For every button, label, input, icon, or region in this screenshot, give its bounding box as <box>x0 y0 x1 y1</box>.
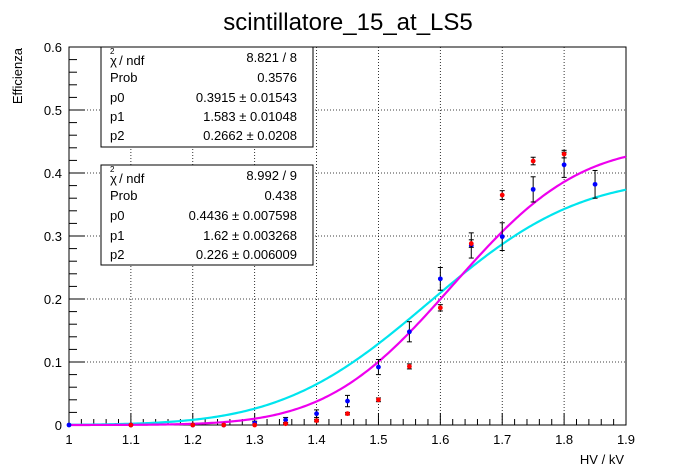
data-point-series-2 <box>468 241 474 246</box>
y-tick-label: 0.5 <box>44 103 62 118</box>
stat-box-1-frame <box>100 46 314 148</box>
data-points <box>66 149 598 428</box>
chi-suffix: / ndf <box>115 53 144 68</box>
stat-box-1-p1-value: 1.583 ± 0.01048 <box>203 109 297 124</box>
y-axis-title: Efficienza <box>10 47 25 104</box>
stat-box-1-prob-value: 0.3576 <box>257 70 297 85</box>
stat-box-1-chi-value: 8.821 / 8 <box>246 50 297 65</box>
stat-box-1-p0-label: p0 <box>110 90 124 105</box>
chi-symbol: χ <box>110 53 117 68</box>
data-point-series-1 <box>592 181 598 187</box>
data-point-series-1 <box>66 422 72 428</box>
x-axis-title: HV / kV <box>580 452 624 467</box>
y-tick-label: 0 <box>55 418 62 433</box>
x-tick-label: 1.2 <box>184 432 202 447</box>
stat-box-2-p0-value: 0.4436 ± 0.007598 <box>189 208 297 223</box>
chi-suffix: / ndf <box>115 171 144 186</box>
data-point-series-1 <box>561 162 567 168</box>
y-tick-label: 0.6 <box>44 40 62 55</box>
data-point-series-2 <box>221 422 227 428</box>
data-point-series-2 <box>314 418 319 423</box>
tick-labels: 1 1.1 1.2 1.3 1.4 1.5 1.6 1.7 1.8 1.9 0 0.1 0.2 0.3 0.… <box>44 40 635 447</box>
x-tick-label: 1.5 <box>369 432 387 447</box>
y-tick-label: 0.4 <box>44 166 62 181</box>
data-point-series-2 <box>499 192 505 198</box>
fit-curve-1 <box>68 188 627 426</box>
data-point-series-2 <box>128 422 134 428</box>
stat-box-2-p1-value: 1.62 ± 0.003268 <box>203 228 297 243</box>
stat-box-2-p1-label: p1 <box>110 228 124 243</box>
data-point-series-2 <box>190 422 196 428</box>
x-tick-label: 1.4 <box>308 432 326 447</box>
fit-curve-2 <box>68 155 627 427</box>
data-point-series-2 <box>530 158 536 164</box>
data-point-series-2 <box>345 411 350 417</box>
stat-box-2-frame <box>100 164 314 266</box>
stat-box-1-p1-label: p1 <box>110 109 124 124</box>
data-point-series-1 <box>437 276 443 282</box>
stat-box-1-p2-value: 0.2662 ± 0.0208 <box>203 128 297 143</box>
stat-box-2-chi-value: 8.992 / 9 <box>246 168 297 183</box>
stat-box-1: χ2 / ndf 8.821 / 8 Prob 0.3576 p0 0.3915… <box>100 46 314 148</box>
chart-title: scintillatore_15_at_LS5 <box>223 9 473 36</box>
x-tick-label: 1.3 <box>246 432 264 447</box>
data-point-series-1 <box>530 186 536 192</box>
data-point-series-2 <box>283 421 289 427</box>
data-point-series-2 <box>561 151 567 157</box>
x-tick-label: 1.8 <box>555 432 573 447</box>
chi-superscript: 2 <box>110 47 115 56</box>
chi-superscript: 2 <box>110 165 115 174</box>
stat-box-1-chi-label: χ2 / ndf <box>110 47 145 68</box>
x-tick-label: 1.7 <box>493 432 511 447</box>
stat-box-2-prob-label: Prob <box>110 188 137 203</box>
y-tick-label: 0.1 <box>44 355 62 370</box>
x-tick-label: 1.6 <box>431 432 449 447</box>
data-point-series-1 <box>406 329 412 335</box>
data-point-series-1 <box>376 364 381 370</box>
y-tick-label: 0.2 <box>44 292 62 307</box>
data-point-series-1 <box>283 417 289 423</box>
stat-box-1-p0-value: 0.3915 ± 0.01543 <box>196 90 297 105</box>
stat-box-2-chi-label: χ2 / ndf <box>110 165 145 186</box>
chi-symbol: χ <box>110 171 117 186</box>
data-point-series-2 <box>406 364 412 369</box>
data-point-series-1 <box>345 398 350 404</box>
x-tick-label: 1 <box>65 432 72 447</box>
fit-curves <box>68 155 627 427</box>
data-point-series-1 <box>314 411 319 417</box>
stat-box-2-prob-value: 0.438 <box>264 188 297 203</box>
stat-box-2: χ2 / ndf 8.992 / 9 Prob 0.438 p0 0.4436 … <box>100 164 314 266</box>
data-point-series-2 <box>437 305 443 311</box>
data-point-series-2 <box>376 397 381 403</box>
stat-box-2-p2-label: p2 <box>110 247 124 262</box>
stat-box-2-p2-value: 0.226 ± 0.006009 <box>196 247 297 262</box>
stat-box-1-p2-label: p2 <box>110 128 124 143</box>
data-point-series-2 <box>252 422 258 428</box>
stat-box-1-prob-label: Prob <box>110 70 137 85</box>
x-tick-label: 1.9 <box>617 432 635 447</box>
x-tick-label: 1.1 <box>122 432 140 447</box>
data-point-series-1 <box>499 234 505 240</box>
stat-box-2-p0-label: p0 <box>110 208 124 223</box>
y-tick-label: 0.3 <box>44 229 62 244</box>
